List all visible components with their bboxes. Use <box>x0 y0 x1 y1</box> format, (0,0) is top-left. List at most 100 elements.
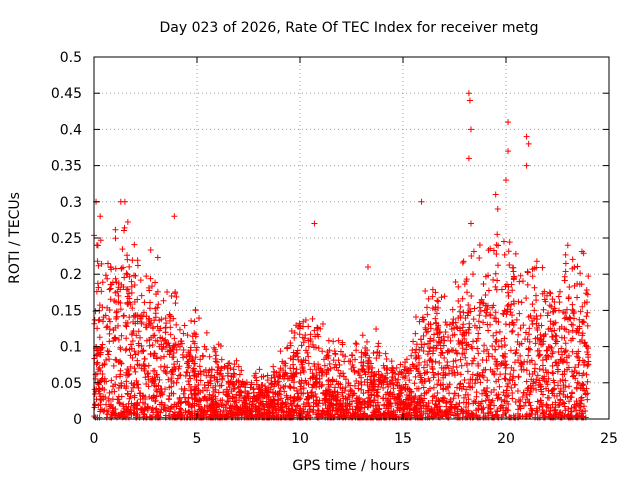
data-point <box>108 377 115 384</box>
data-point <box>550 320 557 327</box>
data-point <box>315 400 322 407</box>
data-point <box>180 354 187 361</box>
data-point <box>472 380 479 387</box>
data-point <box>154 288 161 295</box>
data-point <box>104 323 111 330</box>
data-point <box>571 315 577 322</box>
data-point <box>137 277 144 284</box>
data-point <box>133 332 140 339</box>
data-point <box>158 345 165 352</box>
data-point <box>465 380 472 387</box>
data-point <box>437 352 444 359</box>
data-point <box>362 371 369 378</box>
data-point <box>563 306 570 313</box>
data-point <box>177 338 184 345</box>
data-point <box>513 316 520 323</box>
data-point <box>500 353 507 360</box>
data-point <box>531 368 538 375</box>
data-point <box>217 397 224 404</box>
data-point <box>223 412 230 419</box>
data-point <box>503 387 510 394</box>
data-point <box>252 374 259 381</box>
data-point <box>432 304 439 311</box>
data-point <box>151 332 158 339</box>
data-point <box>420 332 427 339</box>
data-point <box>449 306 456 313</box>
data-point <box>162 412 169 419</box>
data-point <box>552 359 559 366</box>
data-point <box>508 301 515 308</box>
data-point <box>560 309 567 316</box>
data-point <box>287 384 294 391</box>
data-point <box>367 379 374 386</box>
data-point <box>96 364 103 371</box>
data-point <box>339 385 346 392</box>
data-point <box>278 395 285 402</box>
data-point <box>312 400 319 407</box>
data-point <box>564 359 571 366</box>
data-point <box>412 373 419 380</box>
data-point <box>96 302 103 309</box>
y-tick-label: 0.3 <box>60 195 82 211</box>
data-point <box>124 252 131 259</box>
data-point <box>315 361 322 368</box>
data-point <box>568 337 575 344</box>
data-point <box>171 213 178 220</box>
data-point <box>205 369 212 376</box>
data-point <box>104 347 111 354</box>
data-point <box>184 332 191 339</box>
data-point <box>250 389 257 396</box>
data-point <box>152 337 159 344</box>
data-point <box>204 407 211 414</box>
data-point <box>512 250 519 257</box>
data-point <box>424 351 431 358</box>
data-point <box>281 373 288 380</box>
data-point <box>126 295 133 302</box>
data-point <box>379 395 386 402</box>
data-point <box>450 319 457 326</box>
data-point <box>354 414 361 421</box>
data-point <box>95 366 102 373</box>
data-point <box>395 376 402 383</box>
data-point <box>287 412 294 419</box>
data-point <box>347 386 354 393</box>
data-point <box>523 367 530 374</box>
data-point <box>544 352 551 359</box>
data-point <box>146 320 153 327</box>
data-point <box>176 372 183 379</box>
data-point <box>459 259 466 266</box>
data-point <box>479 406 486 413</box>
data-point <box>583 313 590 320</box>
data-point <box>574 414 581 421</box>
data-point <box>95 284 102 291</box>
grid-lines <box>94 57 609 419</box>
data-point <box>169 371 176 378</box>
data-point <box>577 270 584 277</box>
data-point <box>457 303 464 310</box>
data-point <box>459 324 466 331</box>
data-point <box>124 218 131 225</box>
data-point <box>547 290 554 297</box>
data-point <box>172 289 179 296</box>
data-point <box>464 289 471 296</box>
data-point <box>307 389 314 396</box>
data-point <box>421 378 428 385</box>
data-point <box>440 342 447 349</box>
data-point <box>257 411 264 418</box>
data-point <box>337 370 344 377</box>
data-point <box>226 360 233 367</box>
data-point <box>109 279 116 286</box>
data-point <box>270 363 277 370</box>
data-point <box>469 410 476 417</box>
data-point <box>342 353 349 360</box>
data-point <box>147 247 154 254</box>
data-point <box>236 406 243 413</box>
data-point <box>118 332 125 339</box>
data-point <box>191 408 198 415</box>
data-point <box>265 412 272 419</box>
data-point <box>268 375 275 382</box>
data-point <box>562 377 569 384</box>
data-point <box>116 400 123 407</box>
data-point <box>494 395 501 402</box>
data-point <box>429 365 436 372</box>
